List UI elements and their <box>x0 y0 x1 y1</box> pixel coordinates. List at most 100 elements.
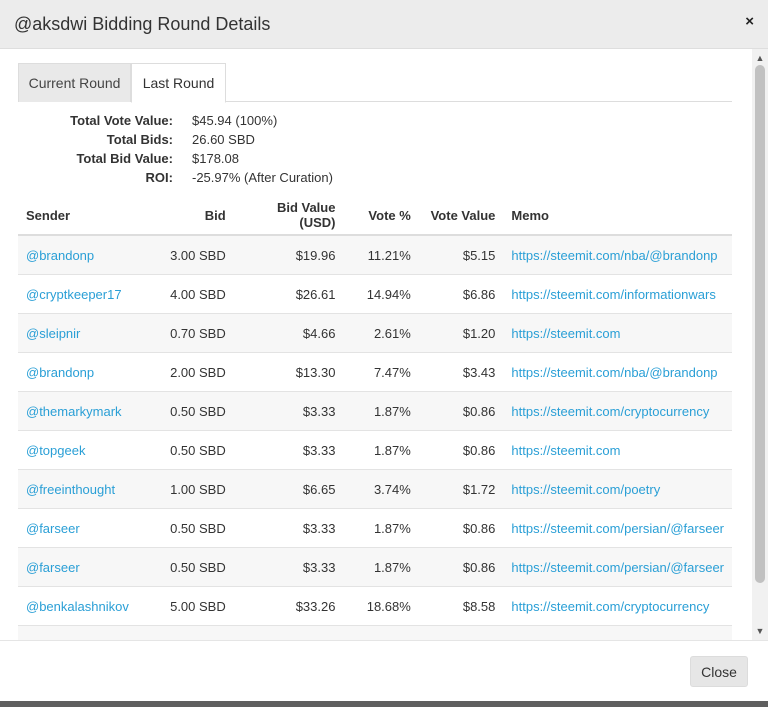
table-row: @freeinthought 1.00 SBD $6.65 3.74% $1.72 htt… <box>18 469 732 509</box>
cell-vote-percent: 14.94% <box>343 274 419 314</box>
memo-link[interactable]: https://steemit.com <box>511 442 621 458</box>
tab-last-round[interactable]: Last Round <box>131 63 226 103</box>
memo-link[interactable]: https://steemit.com/cryptocurrency <box>511 598 710 614</box>
summary-label: Total Bids: <box>106 132 173 147</box>
sender-link[interactable]: @brandonp <box>26 247 95 263</box>
sender-link[interactable]: @farseer <box>26 520 80 536</box>
cell-bid-value: $26.61 <box>233 274 344 314</box>
memo-link[interactable]: https://steemit.com/cryptocurrency <box>511 403 710 419</box>
cell-vote-value: $5.15 <box>418 234 504 275</box>
table-row: @brandonp 3.00 SBD $19.96 11.21% $5.15 https:… <box>18 234 732 275</box>
cell-bid: 0.70 SBD <box>136 313 234 353</box>
scroll-up-icon[interactable]: ▲ <box>755 53 765 63</box>
table-row: @themarkymark 0.50 SBD $3.33 1.87% $0.86 http… <box>18 391 732 431</box>
cell-bid: 1.00 SBD <box>136 469 234 509</box>
sender-link[interactable]: @freeinthought <box>26 481 116 497</box>
col-header-bid: Bid <box>136 196 234 236</box>
cell-memo: https://steemit.com/cryptocurrency <box>503 586 732 626</box>
tab-current-round[interactable]: Current Round <box>18 63 131 102</box>
col-header-bid-value: Bid Value (USD) <box>233 196 344 236</box>
table-row: @benkalashnikov 5.00 SBD $33.26 18.68% $8.58… <box>18 586 732 626</box>
cell-bid-value: $6.65 <box>233 469 344 509</box>
close-button[interactable]: Close <box>690 656 748 687</box>
table-row: @cryptkeeper17 4.00 SBD $26.61 14.94% $6.86 h… <box>18 274 732 314</box>
cell-bid: 5.00 SBD <box>136 586 234 626</box>
modal-body: Current Round Last Round Total Vote Valu… <box>0 49 752 640</box>
table-header-row: Sender Bid Bid Value (USD) Vote % Vote V… <box>18 196 732 236</box>
memo-link[interactable]: https://steemit.com/persian/@farseer <box>511 520 724 536</box>
cell-bid: 4.00 SBD <box>136 274 234 314</box>
memo-link[interactable]: https://steemit.com/poetry <box>511 481 661 497</box>
scroll-down-icon[interactable]: ▼ <box>755 626 765 636</box>
summary-total-vote-value: Total Vote Value: $45.94 (100%) <box>0 113 400 132</box>
sender-link[interactable]: @farseer <box>26 559 80 575</box>
vertical-scrollbar[interactable]: ▲ ▼ <box>752 49 768 640</box>
sender-link[interactable]: @topgeek <box>26 442 86 458</box>
cell-memo: https://steemit.com/persian/@farseer <box>503 547 732 587</box>
cell-vote-value: $0.86 <box>418 391 504 431</box>
cell-sender: @cryptkeeper17 <box>18 274 137 314</box>
cell-bid: 1.00 SBD <box>136 625 234 640</box>
sender-link[interactable]: @votex <box>26 638 70 641</box>
col-header-memo: Memo <box>503 196 732 236</box>
cell-memo: https://steemit.com/informationwars <box>503 274 732 314</box>
cell-vote-value: $8.58 <box>418 586 504 626</box>
modal-title: @aksdwi Bidding Round Details <box>14 14 271 34</box>
summary-total-bids: Total Bids: 26.60 SBD <box>0 132 400 151</box>
cell-bid-value: $13.30 <box>233 352 344 392</box>
cell-sender: @votex <box>18 625 137 641</box>
cell-memo: https://steemit.com <box>503 313 732 353</box>
summary-value: $45.94 (100%) <box>192 113 278 128</box>
cell-bid: 0.50 SBD <box>136 547 234 587</box>
memo-link[interactable]: https://steemit.com/informationwars <box>511 286 716 302</box>
cell-memo: https://steemit.com/nba/@brandonp <box>503 352 732 392</box>
cell-bid: 3.00 SBD <box>136 234 234 275</box>
sender-link[interactable]: @cryptkeeper17 <box>26 286 122 302</box>
cell-bid-value: $4.66 <box>233 313 344 353</box>
cell-vote-value: $1.20 <box>418 313 504 353</box>
cell-sender: @farseer <box>18 547 137 587</box>
memo-link[interactable]: https://steemit.com <box>511 325 621 341</box>
summary-value: -25.97% (After Curation) <box>192 170 333 185</box>
modal-header: @aksdwi Bidding Round Details × <box>0 0 768 49</box>
cell-vote-value: $3.43 <box>418 352 504 392</box>
close-icon[interactable]: × <box>745 13 754 30</box>
cell-bid-value: $6.65 <box>233 625 344 640</box>
summary-total-bid-value: Total Bid Value: $178.08 <box>0 151 400 170</box>
bids-table: Sender Bid Bid Value (USD) Vote % Vote V… <box>18 196 732 640</box>
sender-link[interactable]: @themarkymark <box>26 403 122 419</box>
sender-link[interactable]: @sleipnir <box>26 325 81 341</box>
col-header-sender: Sender <box>18 196 137 236</box>
cell-memo: https://steemit.com/persian/@farseer <box>503 508 732 548</box>
cell-vote-percent: 1.87% <box>343 430 419 470</box>
col-header-vote-percent: Vote % <box>343 196 419 236</box>
cell-sender: @benkalashnikov <box>18 586 137 626</box>
cell-sender: @sleipnir <box>18 313 137 353</box>
cell-sender: @topgeek <box>18 430 137 470</box>
cell-bid-value: $3.33 <box>233 508 344 548</box>
memo-link[interactable]: https://steemit.com/nba/@brandonp <box>511 364 718 380</box>
memo-link[interactable]: https://steemit.com/persian/@farseer <box>511 559 724 575</box>
cell-vote-value: $1.72 <box>418 625 504 640</box>
cell-vote-percent: 1.87% <box>343 547 419 587</box>
sender-link[interactable]: @brandonp <box>26 364 95 380</box>
cell-bid-value: $3.33 <box>233 547 344 587</box>
sender-link[interactable]: @benkalashnikov <box>26 598 129 614</box>
scroll-thumb[interactable] <box>755 65 765 583</box>
summary-label: Total Vote Value: <box>70 113 173 128</box>
cell-vote-percent: 3.74% <box>343 625 419 640</box>
cell-vote-value: $0.86 <box>418 430 504 470</box>
cell-bid-value: $3.33 <box>233 430 344 470</box>
summary-value: 26.60 SBD <box>192 132 255 147</box>
modal-footer: Close <box>0 640 768 701</box>
summary-label: Total Bid Value: <box>76 151 173 166</box>
cell-vote-value: $1.72 <box>418 469 504 509</box>
cell-bid-value: $3.33 <box>233 391 344 431</box>
cell-vote-percent: 1.87% <box>343 391 419 431</box>
memo-link[interactable]: https://steemit.com/votex/@votex <box>511 638 703 641</box>
table-row: @farseer 0.50 SBD $3.33 1.87% $0.86 https://s… <box>18 547 732 587</box>
memo-link[interactable]: https://steemit.com/nba/@brandonp <box>511 247 718 263</box>
cell-sender: @themarkymark <box>18 391 137 431</box>
table-row: @votex 1.00 SBD$6.653.74%$1.72 https://ste… <box>18 625 732 641</box>
